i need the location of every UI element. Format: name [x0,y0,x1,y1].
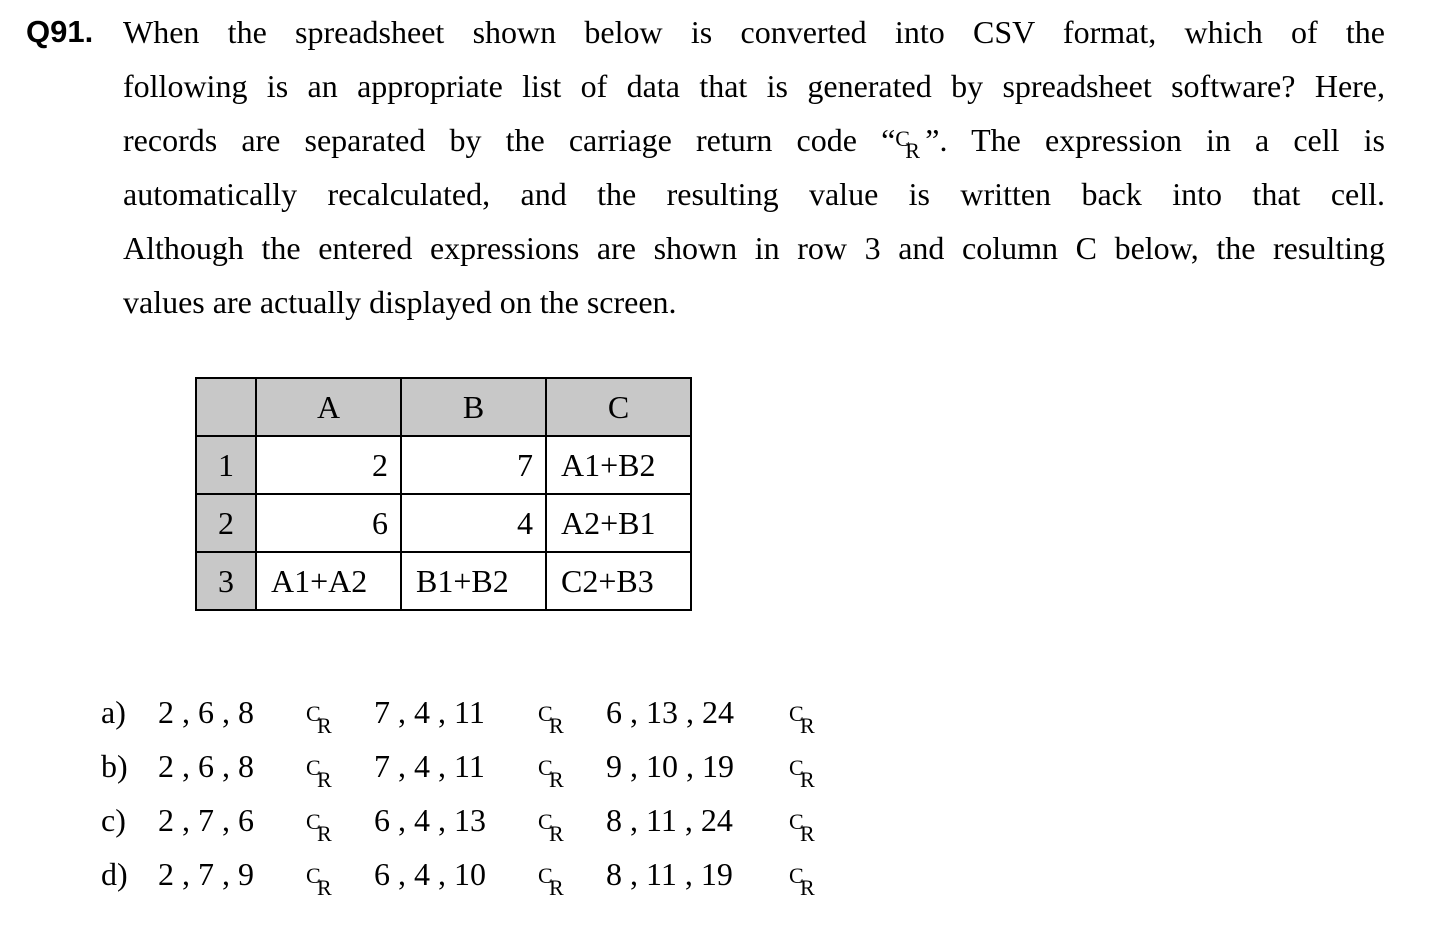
spreadsheet-table: A B C 1 2 7 A1+B2 2 6 4 A2+B1 3 A1+A2 B1… [195,377,692,611]
question-line-1: When the spreadsheet shown below is conv… [123,14,1385,50]
row-header-1: 1 [195,435,257,495]
cell-a1: 2 [255,435,402,495]
choice-label: c) [101,802,126,838]
choice-record-2: 6 , 4 , 13 [374,802,486,838]
choice-record-2: 7 , 4 , 11 [374,748,485,784]
question-line-3-start: records are separated by the carriage re… [123,122,896,158]
row-header-2: 2 [195,493,257,553]
column-header-c: C [545,377,692,437]
table-row: 2 6 4 A2+B1 [195,493,692,553]
table-row: 1 2 7 A1+B2 [195,435,692,495]
cell-a3: A1+A2 [255,551,402,611]
question-line-4: automatically recalculated, and the resu… [123,176,1385,212]
choice-record-1: 2 , 6 , 8 [158,694,254,730]
choice-record-2: 6 , 4 , 10 [374,856,486,892]
question-line-6: values are actually displayed on the scr… [123,284,677,320]
choice-record-1: 2 , 7 , 6 [158,802,254,838]
cell-c2: A2+B1 [545,493,692,553]
table-row: 3 A1+A2 B1+B2 C2+B3 [195,551,692,611]
question-line-3-end: ”. The expression in a cell is [925,122,1385,158]
choice-record-3: 6 , 13 , 24 [606,694,734,730]
column-header-b: B [400,377,547,437]
corner-cell [195,377,257,437]
cell-c1: A1+B2 [545,435,692,495]
choice-label: d) [101,856,128,892]
column-header-a: A [255,377,402,437]
question-number: Q91. [26,14,94,49]
question-line-3: records are separated by the carriage re… [123,120,1385,163]
question-line-2: following is an appropriate list of data… [123,68,1385,104]
choice-record-2: 7 , 4 , 11 [374,694,485,730]
row-header-3: 3 [195,551,257,611]
choice-record-1: 2 , 6 , 8 [158,748,254,784]
choice-record-3: 8 , 11 , 24 [606,802,733,838]
choice-record-3: 8 , 11 , 19 [606,856,733,892]
choice-record-3: 9 , 10 , 19 [606,748,734,784]
question-line-5: Although the entered expressions are sho… [123,230,1385,266]
cell-b2: 4 [400,493,547,553]
column-header-row: A B C [195,377,692,437]
choice-record-1: 2 , 7 , 9 [158,856,254,892]
cell-c3: C2+B3 [545,551,692,611]
cell-b1: 7 [400,435,547,495]
cell-b3: B1+B2 [400,551,547,611]
choice-label: a) [101,694,126,730]
choice-label: b) [101,748,128,784]
cell-a2: 6 [255,493,402,553]
